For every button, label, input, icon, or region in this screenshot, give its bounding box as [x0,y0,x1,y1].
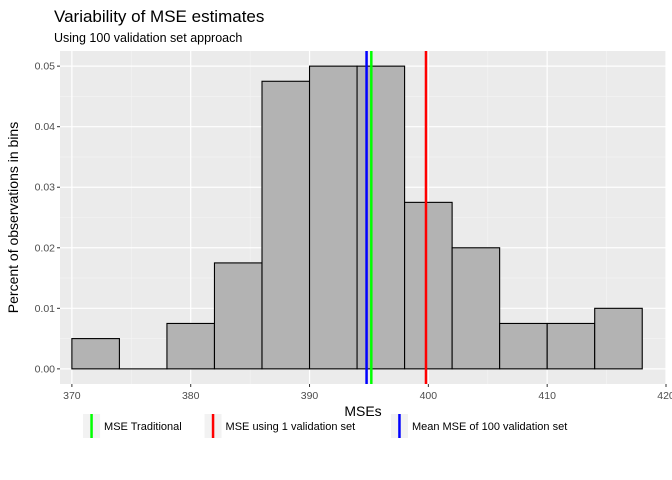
x-tick-label: 370 [63,390,81,402]
x-tick-label: 380 [182,390,200,402]
histogram-bar [499,322,548,370]
histogram-bar [451,247,501,370]
chart-title: Variability of MSE estimates [54,7,264,26]
histogram-bar [261,80,311,370]
x-tick-label: 420 [657,390,672,402]
y-axis: 0.00 0.01 0.02 0.03 0.04 0.05 [35,61,60,375]
y-tick-label: 0.00 [35,363,56,375]
chart-subtitle: Using 100 validation set approach [54,31,242,45]
y-tick-label: 0.01 [35,303,56,315]
histogram-bar [213,262,263,370]
y-tick-label: 0.05 [35,61,56,73]
legend-label: MSE using 1 validation set [226,421,356,433]
x-axis-title: MSEs [344,403,381,419]
x-tick-label: 410 [538,390,556,402]
histogram-bar [546,322,596,370]
y-axis-title: Percent of observations in bins [5,122,21,313]
legend-label: MSE Traditional [104,421,182,433]
histogram-bar [166,322,216,370]
legend-label: Mean MSE of 100 validation set [412,421,567,433]
y-tick-label: 0.03 [35,182,56,194]
y-tick-label: 0.04 [35,121,56,133]
histogram-bar [356,65,406,370]
plot-panel [60,51,667,384]
histogram-bar [71,338,120,370]
x-axis: 370 380 390 400 410 420 [63,384,672,402]
x-tick-label: 400 [420,390,438,402]
y-tick-label: 0.02 [35,242,56,254]
histogram-bar [404,201,453,370]
x-tick-label: 390 [301,390,319,402]
histogram-bar [308,65,358,370]
histogram-bar [594,307,643,370]
legend: MSE Traditional MSE using 1 validation se… [83,414,567,438]
